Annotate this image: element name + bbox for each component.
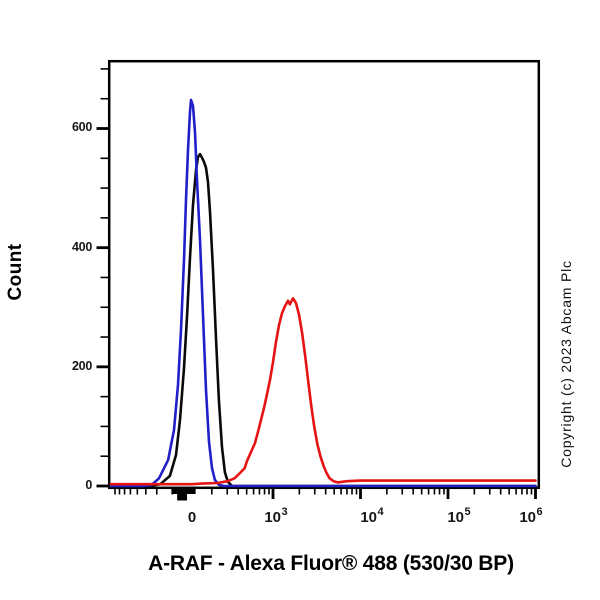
- curve-control-blue: [109, 98, 537, 488]
- x-tick-exponent: 5: [464, 506, 471, 518]
- x-tick-base: 10: [360, 509, 378, 526]
- x-tick-label-1e6: 106: [509, 506, 553, 526]
- curve-a-raf-red: [109, 296, 537, 486]
- curve-control-black: [109, 152, 537, 488]
- x-tick-label-1e3: 103: [254, 506, 298, 526]
- plot-border: [107, 59, 541, 490]
- x-tick-base: 10: [519, 509, 537, 526]
- x-tick-label-1e4: 104: [350, 506, 394, 526]
- x-tick-base: 10: [447, 509, 465, 526]
- x-tick-exponent: 4: [377, 506, 384, 518]
- y-tick-label-0: 0: [85, 478, 92, 492]
- x-tick-exponent: 3: [281, 506, 288, 518]
- x-tick-label-0: 0: [187, 509, 197, 526]
- x-tick-base: 10: [264, 509, 282, 526]
- x-tick-exponent: 6: [536, 506, 543, 518]
- y-tick-label-600: 600: [72, 120, 92, 134]
- x-axis-title: A-RAF - Alexa Fluor® 488 (530/30 BP): [148, 552, 514, 575]
- copyright-notice: Copyright (c) 2023 Abcam Plc: [558, 260, 574, 468]
- y-tick-label-400: 400: [72, 240, 92, 254]
- y-tick-label-200: 200: [72, 359, 92, 373]
- x-dense-tick-block: [177, 488, 188, 501]
- x-tick-label-1e5: 105: [437, 506, 481, 526]
